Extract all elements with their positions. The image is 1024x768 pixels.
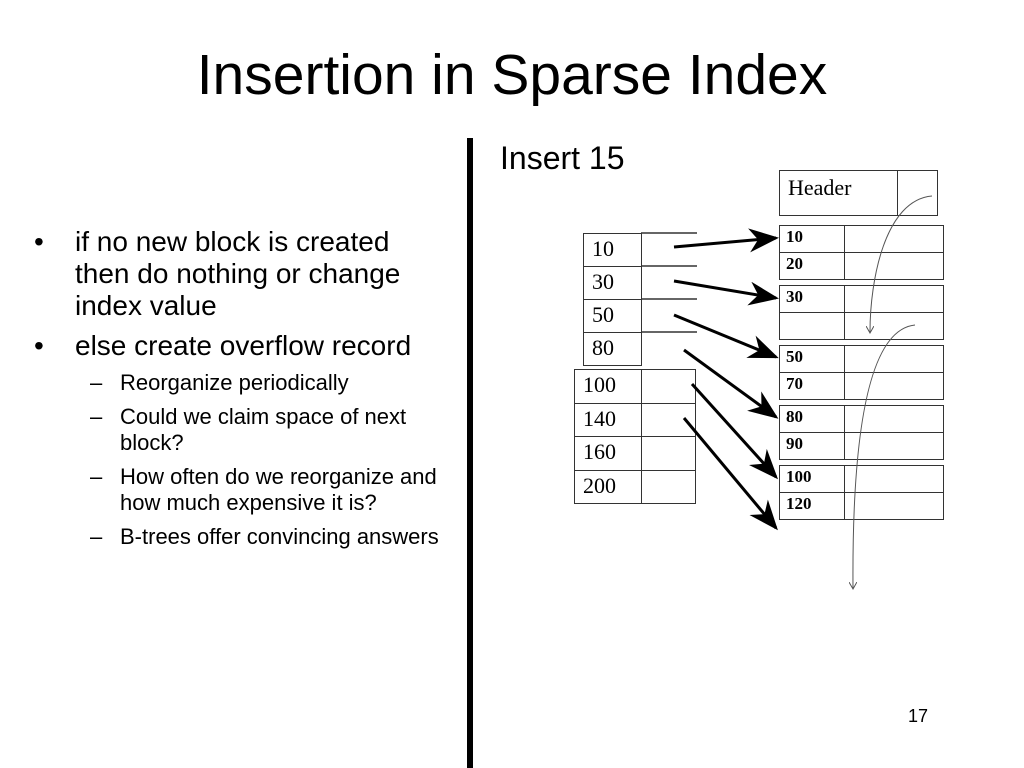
pointer-arrow <box>673 228 779 253</box>
sub-bullet-item: – B-trees offer convincing answers <box>90 524 439 549</box>
data-record-body <box>844 492 944 520</box>
bullet-item: • else create overflow record <box>34 330 412 361</box>
pointer-arrow <box>673 313 779 359</box>
pointer-arrow <box>682 417 778 531</box>
bullet-list: • if no new block is created then do noth… <box>30 226 450 558</box>
data-record-body <box>844 432 944 460</box>
slide-title: Insertion in Sparse Index <box>196 43 828 107</box>
index-pointer-cell <box>641 469 696 504</box>
chain-pointer-arrow <box>870 195 933 332</box>
data-record-body <box>844 372 944 400</box>
header-cell: Header <box>779 170 898 216</box>
sub-bullet-item: – Reorganize periodically <box>90 370 349 395</box>
sub-bullet-item: – How often do we reorganize and how much… <box>90 464 437 515</box>
vertical-divider <box>467 138 473 768</box>
data-record-body <box>844 252 944 280</box>
pointer-arrow <box>690 382 779 480</box>
index-key-cell: 160 <box>574 436 642 471</box>
header-pointer-cell <box>897 170 938 216</box>
pointer-arrow <box>683 348 779 419</box>
data-record-body <box>844 312 944 340</box>
bullet-item: • if no new block is created then do noth… <box>34 226 401 321</box>
pointer-arrow <box>673 279 779 306</box>
page-number: 17 <box>908 706 929 726</box>
sub-bullet-item: – Could we claim space of next block? <box>90 404 407 455</box>
index-key-cell: 80 <box>583 332 642 366</box>
chain-pointer-arrow <box>853 324 916 588</box>
diagram-caption: Insert 15 <box>500 140 625 176</box>
